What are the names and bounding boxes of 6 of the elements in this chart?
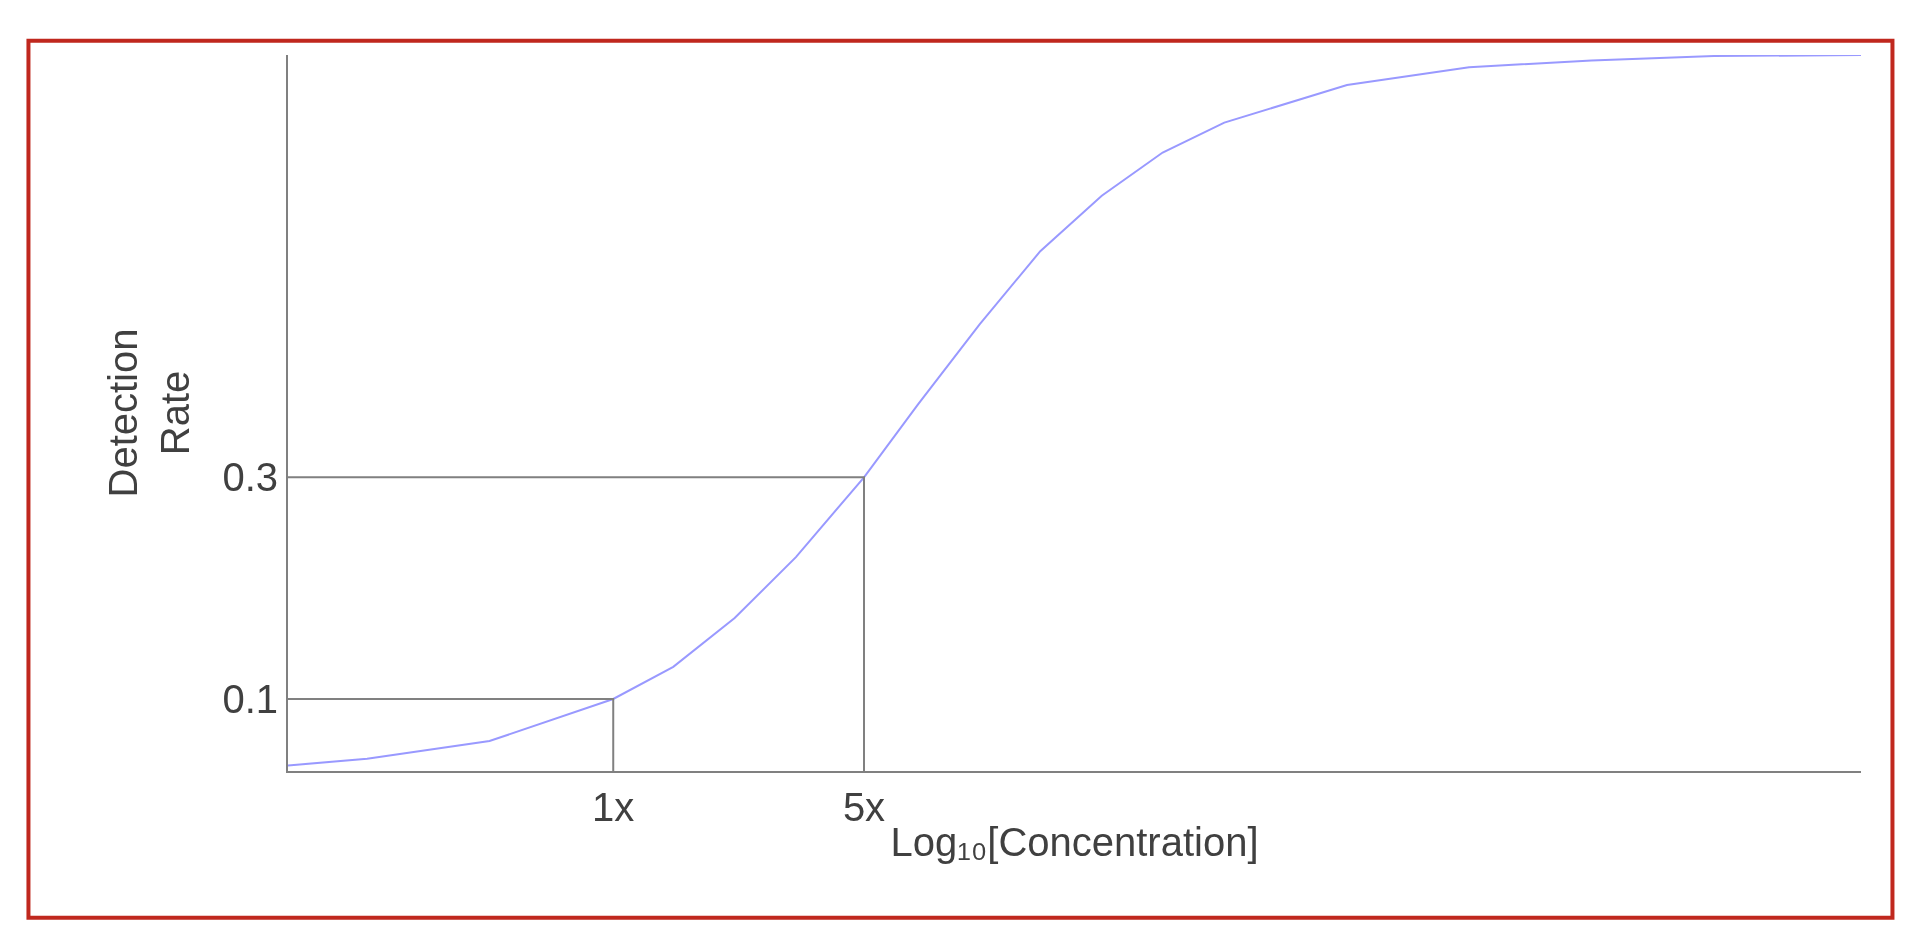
y-tick-label: 0.1 <box>222 676 278 721</box>
x-tick-label: 1x <box>592 785 635 829</box>
y-axis-title: Detection Rate <box>101 328 198 498</box>
y-tick-label: 0.3 <box>222 455 278 500</box>
x-axis-title: Log₁₀[Concentration] <box>890 820 1259 864</box>
x-tick-label: 5x <box>842 785 886 829</box>
